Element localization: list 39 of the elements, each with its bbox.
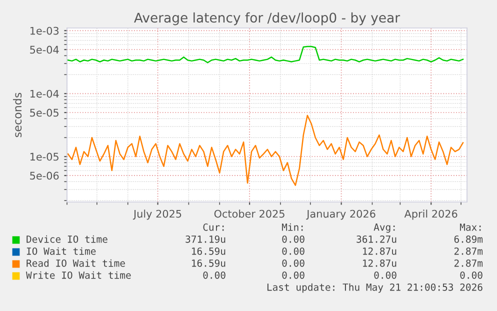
text: 0.00 <box>282 271 304 279</box>
y-tick-label: 5e-05 <box>30 108 58 117</box>
y-tick-label: 1e-05 <box>30 152 58 161</box>
text: 12.87u <box>363 259 396 267</box>
legend-label: IO Wait time <box>26 247 96 255</box>
legend-label: Device IO time <box>26 235 108 243</box>
text: Cur: <box>203 223 224 231</box>
chart-title: Average latency for /dev/loop0 - by year <box>134 12 400 26</box>
y-tick-label: 1e-04 <box>30 90 59 98</box>
x-tick-label: October 2025 <box>214 210 284 218</box>
y-tick-label: 5e-06 <box>30 172 59 180</box>
text: 0.00 <box>282 247 304 255</box>
text: 2.87m <box>454 259 483 267</box>
text: 0.00 <box>282 259 304 267</box>
x-tick-label: January 2026 <box>306 210 376 220</box>
line-series <box>67 46 464 64</box>
legend-label: Write IO Wait time <box>26 271 131 279</box>
y-tick-label: 5e-04 <box>30 46 59 54</box>
text: Avg: <box>374 224 395 233</box>
text: 12.87u <box>363 247 396 255</box>
text: 371.19u <box>186 235 226 243</box>
text: Last update: Thu May 21 21:00:53 2026 <box>267 283 482 293</box>
text: 0.00 <box>282 235 304 243</box>
line-series <box>67 114 464 186</box>
y-axis-title: seconds <box>13 92 22 138</box>
text: 16.59u <box>192 259 226 267</box>
text: 0.00 <box>203 271 226 279</box>
text: 16.59u <box>192 247 226 255</box>
text: 0.00 <box>374 271 396 279</box>
text: Min: <box>282 223 303 231</box>
legend-label: Read IO Wait time <box>26 259 125 267</box>
text: Max: <box>460 224 481 231</box>
text: 6.89m <box>454 235 483 243</box>
text: 2.87m <box>454 247 483 255</box>
text: 361.27u <box>356 235 396 243</box>
x-tick-label: July 2025 <box>132 210 182 220</box>
y-tick-label: 1e-03 <box>30 26 59 35</box>
text: 0.00 <box>460 271 482 279</box>
x-tick-label: April 2026 <box>404 210 458 220</box>
